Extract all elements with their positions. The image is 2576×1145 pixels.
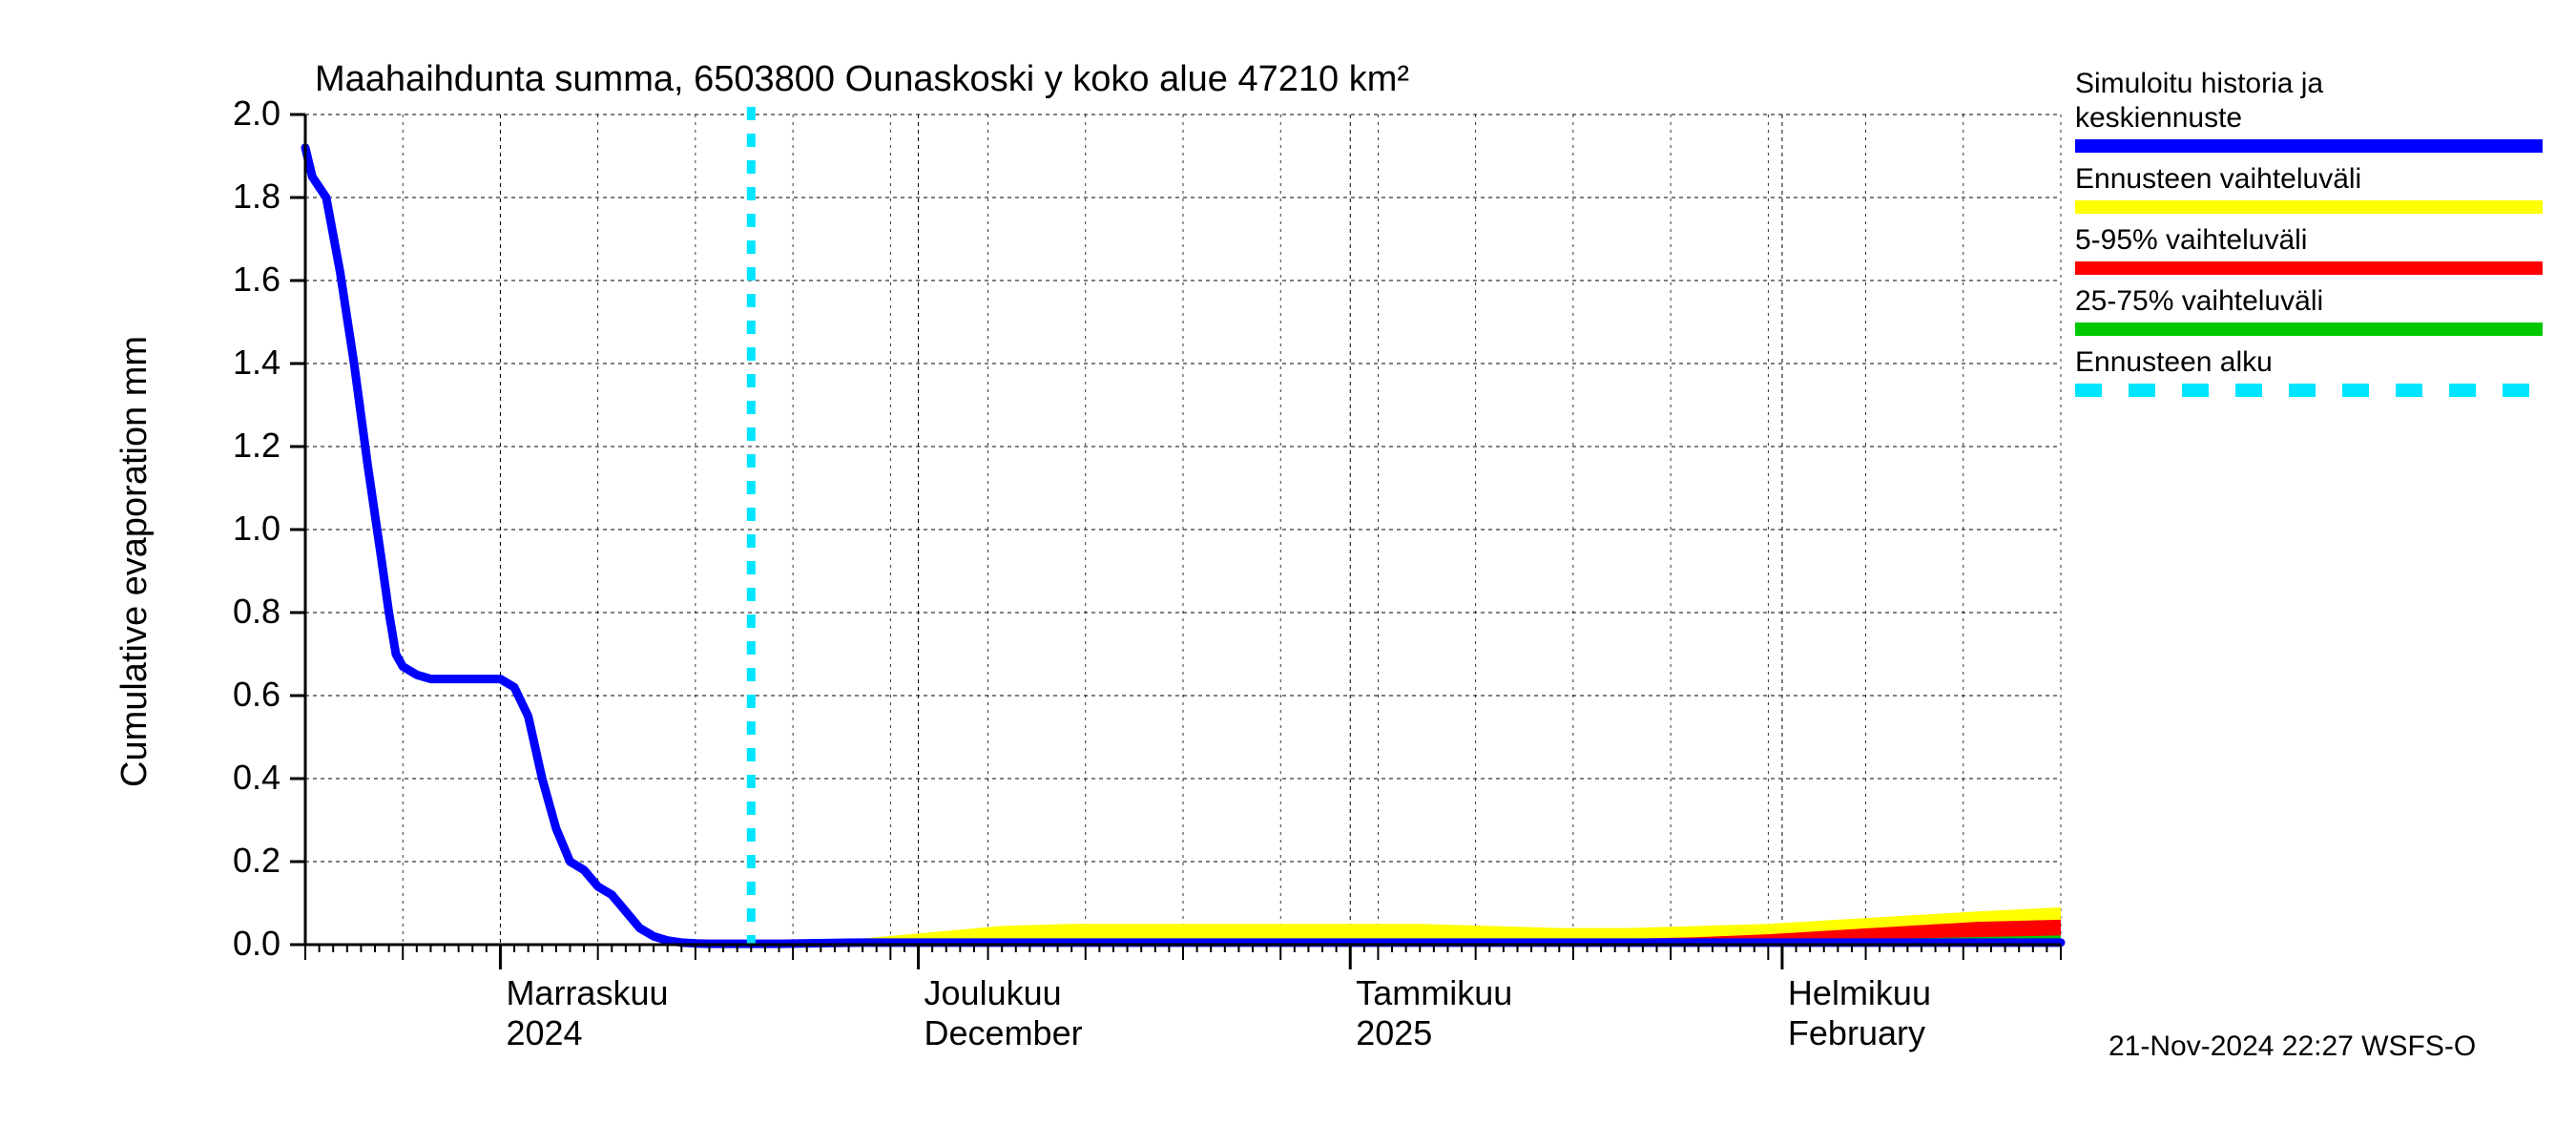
x-tick-label-top: Tammikuu <box>1356 973 1512 1013</box>
y-tick-label: 1.6 <box>233 260 280 300</box>
legend-item: Simuloitu historia jakeskiennuste <box>2075 67 2543 153</box>
y-tick-label: 0.2 <box>233 841 280 881</box>
legend-label: keskiennuste <box>2075 101 2543 135</box>
y-tick-label: 0.6 <box>233 675 280 715</box>
timestamp-label: 21-Nov-2024 22:27 WSFS-O <box>2109 1030 2476 1063</box>
legend-label: Simuloitu historia ja <box>2075 67 2543 101</box>
y-tick-label: 0.8 <box>233 592 280 632</box>
legend-swatch <box>2075 139 2543 153</box>
legend-label: Ennusteen alku <box>2075 345 2543 380</box>
x-tick-label-bottom: 2024 <box>506 1013 582 1053</box>
y-tick-label: 0.0 <box>233 924 280 964</box>
legend: Simuloitu historia jakeskiennuste Ennuste… <box>2075 67 2543 406</box>
legend-item: 5-95% vaihteluväli <box>2075 223 2543 275</box>
legend-item: Ennusteen alku <box>2075 345 2543 397</box>
legend-swatch <box>2075 200 2543 214</box>
y-tick-label: 2.0 <box>233 94 280 134</box>
legend-label: 25-75% vaihteluväli <box>2075 284 2543 319</box>
plot-area <box>305 114 2061 945</box>
legend-label: Ennusteen vaihteluväli <box>2075 162 2543 197</box>
x-tick-label-bottom: February <box>1788 1013 1925 1053</box>
y-tick-label: 1.2 <box>233 426 280 466</box>
figure-container: Maahaihdunta summa, 6503800 Ounaskoski y… <box>0 0 2576 1145</box>
legend-label: 5-95% vaihteluväli <box>2075 223 2543 258</box>
x-tick-label-top: Helmikuu <box>1788 973 1931 1013</box>
y-tick-label: 1.8 <box>233 177 280 217</box>
chart-title: Maahaihdunta summa, 6503800 Ounaskoski y… <box>315 59 1409 100</box>
x-tick-label-bottom: December <box>924 1013 1083 1053</box>
y-tick-label: 1.0 <box>233 509 280 549</box>
legend-swatch <box>2075 384 2543 397</box>
x-tick-label-top: Joulukuu <box>924 973 1062 1013</box>
x-tick-label-top: Marraskuu <box>506 973 668 1013</box>
legend-swatch <box>2075 323 2543 336</box>
y-axis-label: Cumulative evaporation mm <box>114 336 156 787</box>
x-tick-label-bottom: 2025 <box>1356 1013 1432 1053</box>
legend-item: 25-75% vaihteluväli <box>2075 284 2543 336</box>
legend-swatch <box>2075 261 2543 275</box>
y-tick-label: 0.4 <box>233 758 280 798</box>
legend-item: Ennusteen vaihteluväli <box>2075 162 2543 214</box>
y-tick-label: 1.4 <box>233 343 280 383</box>
